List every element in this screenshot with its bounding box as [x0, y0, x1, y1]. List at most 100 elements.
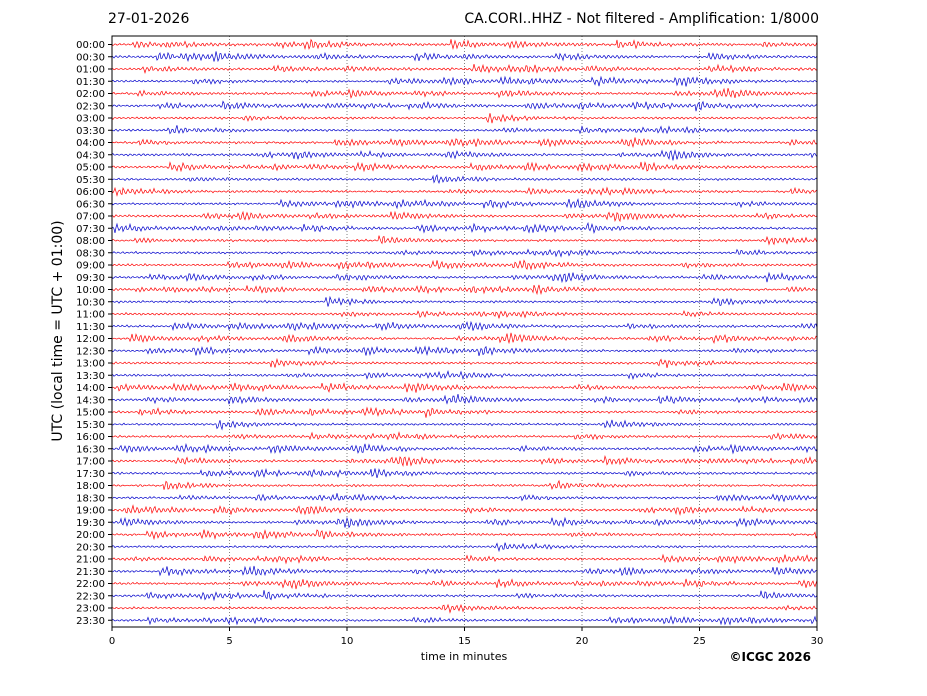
y-tick-label: 17:00: [76, 457, 105, 468]
trace-0230: [111, 100, 818, 112]
trace-0700: [111, 210, 818, 223]
y-tick-label: 09:00: [76, 261, 105, 272]
y-tick-label: 12:30: [76, 346, 105, 357]
trace-1400: [111, 382, 818, 393]
y-tick-label: 15:30: [76, 420, 105, 431]
y-tick-label: 22:00: [76, 579, 105, 590]
y-tick-label: 19:30: [76, 518, 105, 529]
y-tick-label: 08:00: [76, 236, 105, 247]
trace-0200: [111, 87, 818, 99]
y-tick-label: 11:00: [76, 310, 105, 321]
x-tick-labels: 0 5 10 15 20 25 30: [109, 627, 824, 647]
y-tick-label: 08:30: [76, 248, 105, 259]
y-tick-label: 02:00: [76, 89, 105, 100]
trace-1900: [111, 504, 818, 516]
y-tick-label: 01:30: [76, 77, 105, 88]
trace-1030: [111, 295, 818, 307]
trace-1500: [111, 406, 818, 418]
trace-1600: [111, 431, 818, 441]
y-tick-label: 18:30: [76, 493, 105, 504]
trace-0130: [111, 75, 818, 87]
seismic-traces: [111, 38, 818, 626]
y-tick-label: 23:00: [76, 604, 105, 615]
trace-1730: [111, 468, 818, 479]
x-tick-label: 5: [226, 636, 232, 647]
trace-0400: [111, 137, 818, 149]
trace-0630: [111, 198, 818, 210]
trace-1100: [111, 310, 818, 319]
y-tick-label: 06:30: [76, 199, 105, 210]
y-tick-label: 00:00: [76, 40, 105, 51]
trace-2300: [111, 603, 818, 614]
y-tick-label: 05:00: [76, 163, 105, 174]
y-tick-label: 12:00: [76, 334, 105, 345]
trace-1300: [111, 357, 818, 369]
x-tick-label: 10: [341, 636, 354, 647]
y-tick-label: 02:30: [76, 101, 105, 112]
y-tick-label: 18:00: [76, 481, 105, 492]
trace-0930: [111, 271, 818, 284]
trace-1130: [111, 320, 818, 332]
y-tick-label: 22:30: [76, 591, 105, 602]
trace-1430: [111, 394, 818, 405]
trace-1230: [111, 345, 818, 357]
date-label: 27-01-2026: [108, 11, 190, 27]
x-axis-label: time in minutes: [421, 650, 508, 663]
y-tick-label: 05:30: [76, 175, 105, 186]
y-tick-label: 15:00: [76, 408, 105, 419]
trace-0830: [111, 248, 818, 258]
trace-1700: [111, 454, 818, 467]
y-tick-label: 17:30: [76, 469, 105, 480]
y-tick-label: 14:00: [76, 383, 105, 394]
y-tick-label: 03:30: [76, 126, 105, 137]
y-tick-label: 04:30: [76, 150, 105, 161]
y-tick-label: 16:30: [76, 444, 105, 455]
trace-0100: [111, 63, 818, 74]
trace-0530: [111, 174, 818, 185]
trace-1630: [111, 443, 818, 455]
y-tick-label: 20:30: [76, 542, 105, 553]
trace-0330: [111, 125, 818, 135]
trace-2200: [111, 578, 818, 590]
trace-1830: [111, 493, 818, 503]
trace-1000: [111, 284, 818, 296]
y-tick-label: 01:00: [76, 65, 105, 76]
y-tick-label: 21:00: [76, 555, 105, 566]
trace-2330: [111, 615, 818, 626]
plot-frame: [111, 35, 818, 628]
trace-0500: [111, 161, 818, 173]
grid-lines: [229, 36, 700, 627]
x-tick-label: 20: [576, 636, 589, 647]
y-tick-label: 16:00: [76, 432, 105, 443]
y-tick-label: 13:00: [76, 359, 105, 370]
trace-0030: [111, 51, 818, 63]
x-tick-label: 30: [811, 636, 824, 647]
x-tick-label: 0: [109, 636, 115, 647]
y-tick-label: 14:30: [76, 395, 105, 406]
y-tick-label: 00:30: [76, 52, 105, 63]
trace-0430: [111, 149, 818, 161]
y-tick-label: 23:30: [76, 616, 105, 627]
y-axis-label: UTC (local time = UTC + 01:00): [50, 220, 66, 441]
y-tick-label: 19:00: [76, 506, 105, 517]
trace-2100: [111, 553, 818, 565]
trace-0900: [111, 259, 818, 271]
y-tick-label: 21:30: [76, 567, 105, 578]
trace-1930: [111, 516, 818, 529]
y-tick-label: 11:30: [76, 322, 105, 333]
trace-0800: [111, 235, 818, 246]
trace-2000: [111, 529, 818, 541]
trace-2030: [111, 542, 818, 553]
x-tick-label: 15: [458, 636, 471, 647]
trace-0000: [111, 38, 818, 50]
trace-1530: [111, 419, 818, 431]
y-tick-label: 04:00: [76, 138, 105, 149]
y-tick-label: 13:30: [76, 371, 105, 382]
y-tick-label: 09:30: [76, 273, 105, 284]
y-tick-label: 07:00: [76, 212, 105, 223]
y-tick-label: 10:30: [76, 297, 105, 308]
trace-1200: [111, 332, 818, 345]
trace-1330: [111, 370, 818, 381]
y-tick-label: 07:30: [76, 224, 105, 235]
